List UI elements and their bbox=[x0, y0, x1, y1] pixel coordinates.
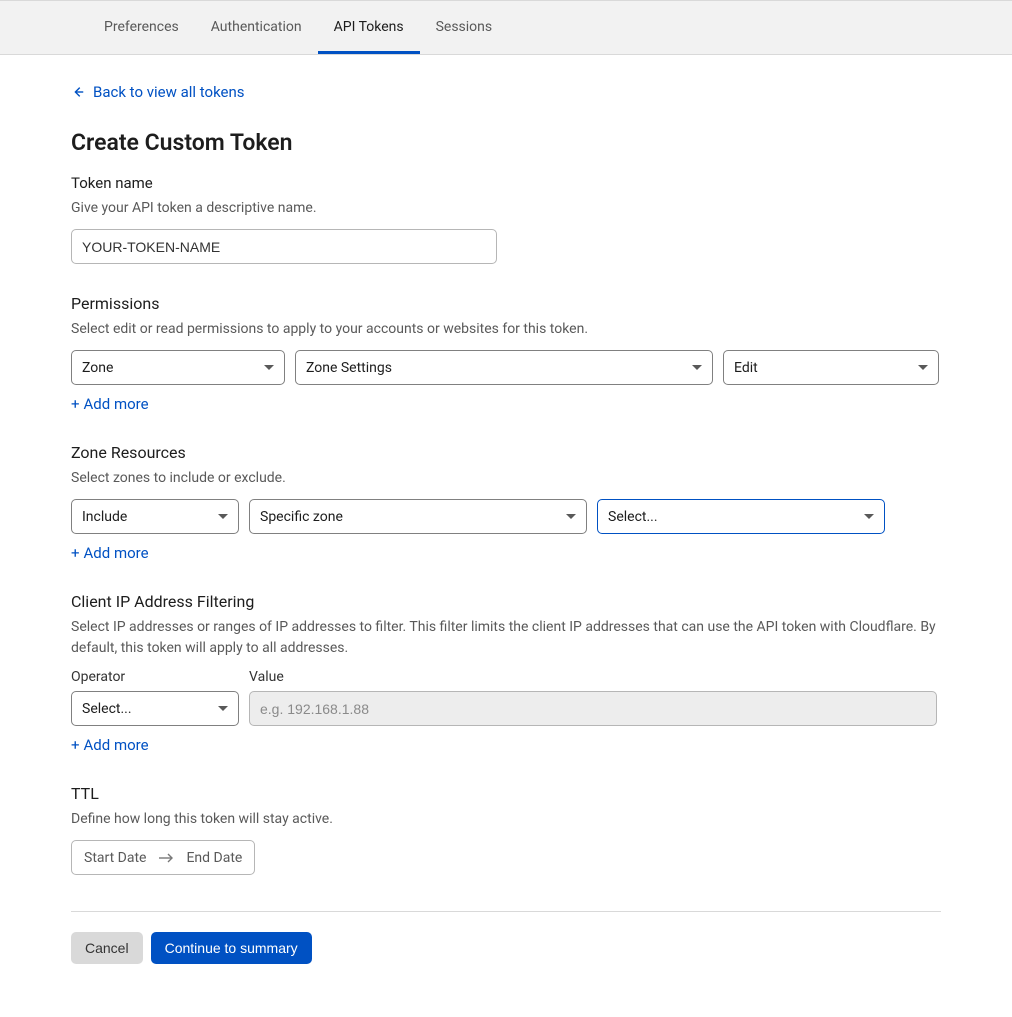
chevron-down-icon bbox=[692, 365, 702, 370]
chevron-down-icon bbox=[218, 706, 228, 711]
plus-icon: + bbox=[71, 736, 80, 754]
zone-mode-select[interactable]: Include bbox=[71, 499, 239, 534]
zone-select-value: Select... bbox=[608, 509, 658, 525]
ip-filter-title: Client IP Address Filtering bbox=[71, 592, 941, 611]
ip-add-more-link[interactable]: + Add more bbox=[71, 736, 149, 754]
ttl-start-date: Start Date bbox=[84, 850, 146, 866]
back-link-label: Back to view all tokens bbox=[93, 83, 245, 101]
permissions-section: Permissions Select edit or read permissi… bbox=[71, 294, 941, 413]
arrow-right-icon bbox=[158, 852, 174, 864]
permissions-desc: Select edit or read permissions to apply… bbox=[71, 319, 941, 340]
tab-sessions[interactable]: Sessions bbox=[420, 1, 509, 54]
zone-add-more-label: Add more bbox=[84, 544, 149, 562]
ip-operator-value: Select... bbox=[82, 701, 132, 717]
tabs-bar: Preferences Authentication API Tokens Se… bbox=[0, 0, 1012, 55]
permission-resource-value: Zone Settings bbox=[306, 360, 392, 376]
ip-add-more-label: Add more bbox=[84, 736, 149, 754]
ip-value-label: Value bbox=[249, 669, 284, 685]
permissions-add-more-label: Add more bbox=[84, 395, 149, 413]
ttl-desc: Define how long this token will stay act… bbox=[71, 809, 941, 830]
permission-scope-select[interactable]: Zone bbox=[71, 350, 285, 385]
token-name-label: Token name bbox=[71, 174, 941, 192]
tab-preferences[interactable]: Preferences bbox=[88, 1, 195, 54]
permission-scope-value: Zone bbox=[82, 360, 113, 376]
zone-add-more-link[interactable]: + Add more bbox=[71, 544, 149, 562]
continue-button[interactable]: Continue to summary bbox=[151, 932, 312, 964]
chevron-down-icon bbox=[264, 365, 274, 370]
zone-resources-section: Zone Resources Select zones to include o… bbox=[71, 443, 941, 562]
chevron-down-icon bbox=[918, 365, 928, 370]
zone-type-value: Specific zone bbox=[260, 509, 343, 525]
tab-api-tokens[interactable]: API Tokens bbox=[318, 1, 420, 54]
chevron-down-icon bbox=[864, 514, 874, 519]
ip-filter-desc: Select IP addresses or ranges of IP addr… bbox=[71, 617, 941, 659]
divider bbox=[71, 911, 941, 912]
ttl-date-range-picker[interactable]: Start Date End Date bbox=[71, 840, 255, 875]
back-to-tokens-link[interactable]: Back to view all tokens bbox=[71, 55, 245, 129]
plus-icon: + bbox=[71, 395, 80, 413]
plus-icon: + bbox=[71, 544, 80, 562]
chevron-down-icon bbox=[566, 514, 576, 519]
token-name-desc: Give your API token a descriptive name. bbox=[71, 198, 941, 219]
footer-buttons: Cancel Continue to summary bbox=[71, 932, 941, 964]
ip-operator-select[interactable]: Select... bbox=[71, 691, 239, 726]
token-name-input[interactable] bbox=[71, 229, 497, 264]
ttl-end-date: End Date bbox=[186, 850, 242, 866]
permission-level-select[interactable]: Edit bbox=[723, 350, 939, 385]
chevron-down-icon bbox=[218, 514, 228, 519]
ttl-section: TTL Define how long this token will stay… bbox=[71, 784, 941, 875]
zone-resources-title: Zone Resources bbox=[71, 443, 941, 462]
page-title: Create Custom Token bbox=[71, 129, 941, 156]
ip-operator-label: Operator bbox=[71, 669, 239, 685]
ip-value-input[interactable] bbox=[249, 691, 937, 726]
permissions-title: Permissions bbox=[71, 294, 941, 313]
ttl-title: TTL bbox=[71, 784, 941, 803]
token-name-section: Token name Give your API token a descrip… bbox=[71, 174, 941, 264]
zone-mode-value: Include bbox=[82, 509, 127, 525]
permission-level-value: Edit bbox=[734, 360, 758, 376]
tab-authentication[interactable]: Authentication bbox=[195, 1, 318, 54]
zone-resources-desc: Select zones to include or exclude. bbox=[71, 468, 941, 489]
cancel-button[interactable]: Cancel bbox=[71, 932, 143, 964]
ip-filter-section: Client IP Address Filtering Select IP ad… bbox=[71, 592, 941, 754]
zone-type-select[interactable]: Specific zone bbox=[249, 499, 587, 534]
arrow-left-icon bbox=[71, 85, 85, 99]
permissions-add-more-link[interactable]: + Add more bbox=[71, 395, 149, 413]
zone-select[interactable]: Select... bbox=[597, 499, 885, 534]
permission-resource-select[interactable]: Zone Settings bbox=[295, 350, 713, 385]
